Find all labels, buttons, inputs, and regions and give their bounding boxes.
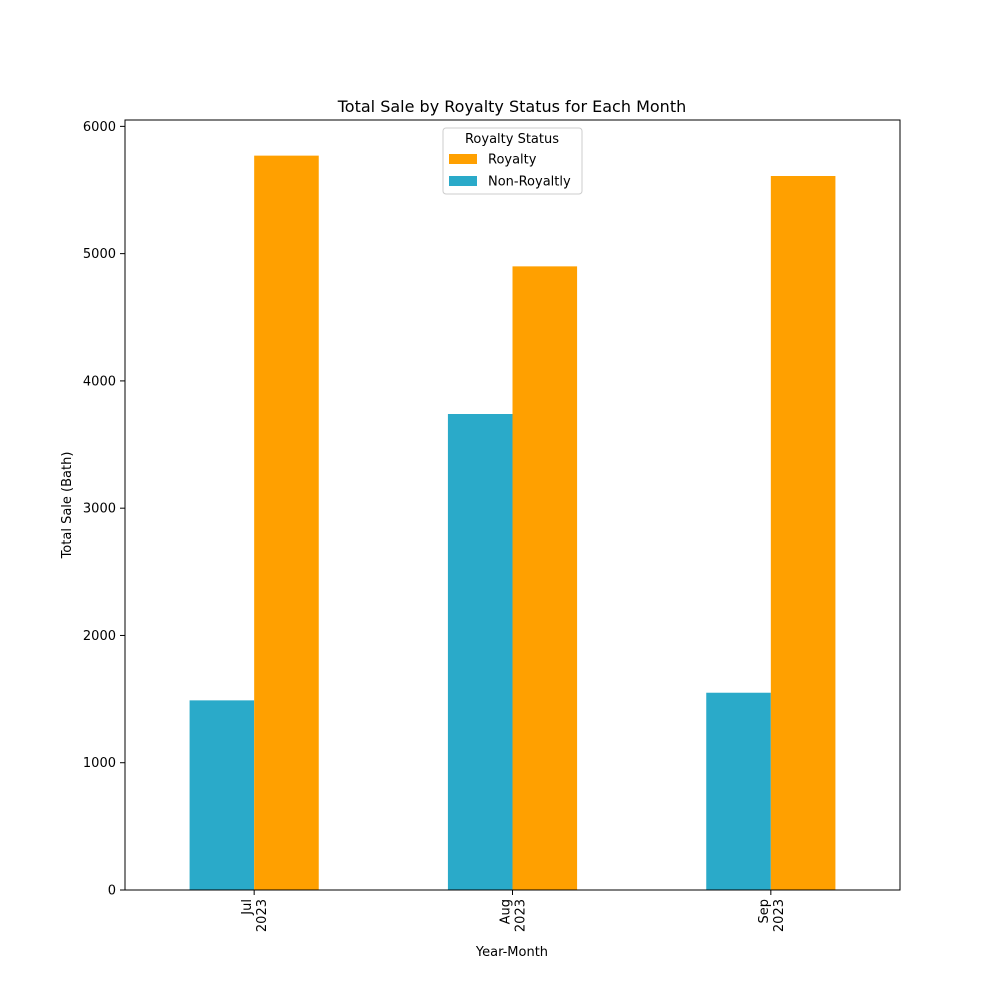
x-tick-label-month: Sep (757, 899, 772, 924)
x-tick-label-month: Jul (240, 899, 255, 916)
chart-title: Total Sale by Royalty Status for Each Mo… (337, 97, 686, 116)
y-tick-label: 4000 (83, 374, 116, 389)
x-tick-label: Sep 2023 (757, 899, 787, 932)
legend-swatch (449, 154, 477, 164)
bar-non-royaltly-jul (189, 700, 255, 890)
bar-non-royaltly-sep (706, 692, 771, 890)
y-tick-label: 0 (108, 884, 116, 899)
bar-royalty-sep (770, 176, 836, 890)
x-tick-label-month: Aug (499, 899, 514, 924)
x-tick-label-year: 2023 (255, 899, 270, 932)
legend-label: Non-Royaltly (488, 175, 571, 190)
y-tick-label: 2000 (83, 629, 116, 644)
y-tick-label: 1000 (83, 756, 116, 771)
x-axis-title: Year-Month (475, 945, 548, 960)
legend-swatch (449, 176, 477, 186)
x-tick-label: Aug 2023 (499, 899, 529, 932)
x-tick-label-year: 2023 (772, 899, 787, 932)
y-tick-label: 5000 (83, 247, 116, 262)
legend-box (442, 127, 583, 195)
y-tick-label: 6000 (83, 120, 116, 135)
x-tick-label-year: 2023 (514, 899, 529, 932)
bar-royalty-aug (512, 266, 578, 890)
x-tick-label: Jul 2023 (240, 899, 270, 932)
bar-non-royaltly-aug (447, 414, 513, 890)
bars (189, 155, 836, 891)
legend-title: Royalty Status (465, 132, 559, 147)
legend-label: Royalty (488, 153, 537, 168)
legend: Royalty Status Royalty Non-Royaltly (442, 127, 583, 195)
y-axis-title: Total Sale (Bath) (60, 452, 75, 560)
legend-entries: Royalty Non-Royaltly (449, 153, 571, 190)
y-tick-label: 3000 (83, 502, 116, 517)
bar-royalty-jul (254, 155, 319, 891)
